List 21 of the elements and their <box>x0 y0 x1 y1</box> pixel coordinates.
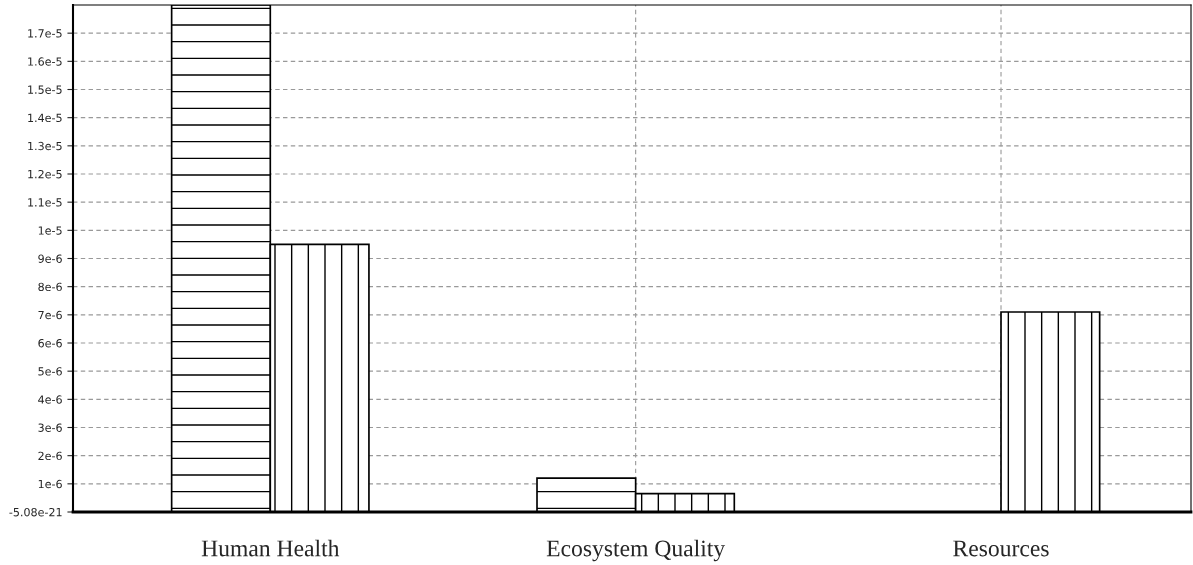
x-tick-label: Human Health <box>201 539 340 557</box>
y-tick-label: 2e-6 <box>38 451 62 461</box>
y-tick-label: 1.5e-5 <box>28 85 62 94</box>
y-tick-label: 1.6e-5 <box>28 57 62 66</box>
y-tick-label: 6e-6 <box>38 338 62 348</box>
x-tick-label: Resources <box>953 540 1049 557</box>
x-tick-label: Ecosystem Quality <box>546 539 726 562</box>
y-tick-label: 1.2e-5 <box>28 169 62 179</box>
y-tick-label: 9e-6 <box>38 254 62 263</box>
y-tick-label: 1e-5 <box>38 226 62 235</box>
y-tick-label: 3e-6 <box>38 423 62 432</box>
y-tick-label: -5.08e-21 <box>9 507 62 517</box>
y-tick-label: 4e-6 <box>38 395 62 404</box>
y-tick-label: 1.1e-5 <box>28 198 62 207</box>
y-tick-label: 1.7e-5 <box>28 29 62 38</box>
y-tick-label: 1.3e-5 <box>28 141 62 151</box>
y-tick-label: 1e-6 <box>38 479 62 489</box>
y-tick-label: 7e-6 <box>38 310 62 320</box>
y-tick-label: 1.4e-5 <box>28 113 62 123</box>
y-tick-label: 5e-6 <box>38 367 62 376</box>
y-tick-label: 8e-6 <box>38 282 62 292</box>
